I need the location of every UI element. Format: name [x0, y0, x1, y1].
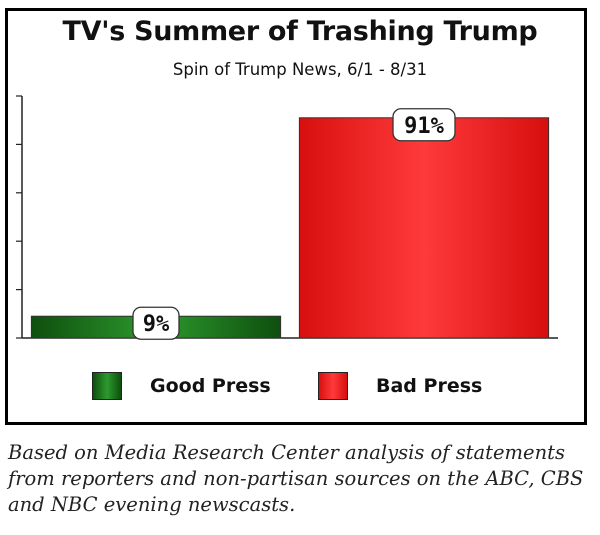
data-label-text: 91% — [404, 114, 444, 139]
data-label-good-press: 9% — [132, 306, 180, 340]
data-label-layer: 9% 91% — [132, 108, 456, 340]
bar-layer — [30, 117, 550, 339]
data-label-box — [392, 108, 456, 142]
legend-item-good-press: Good Press — [92, 370, 271, 402]
legend-label-good-press: Good Press — [150, 375, 271, 397]
legend-swatch-bad-press — [318, 372, 348, 400]
chart-title: TV's Summer of Trashing Trump — [62, 16, 538, 47]
data-label-bad-press: 91% — [392, 108, 456, 142]
bar-bad-press — [298, 117, 550, 339]
source-caption: Based on Media Research Center analysis … — [8, 441, 584, 516]
data-label-box — [132, 306, 180, 340]
chart-subtitle: Spin of Trump News, 6/1 - 8/31 — [172, 60, 428, 79]
legend-swatch-good-press — [92, 372, 122, 400]
data-label-text: 9% — [143, 312, 170, 337]
legend-label-bad-press: Bad Press — [376, 375, 483, 397]
legend-item-bad-press: Bad Press — [318, 370, 482, 402]
